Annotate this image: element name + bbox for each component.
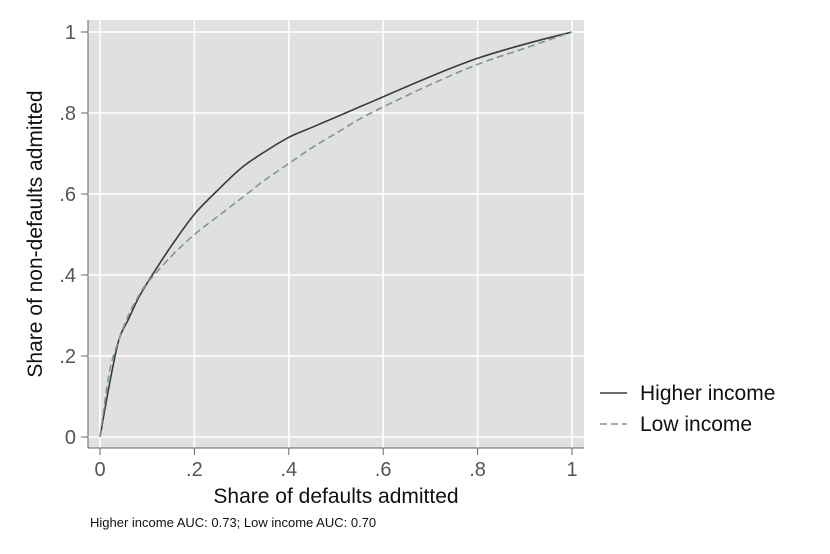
x-tick-label: .4 [280,459,297,481]
x-axis: 0 .2 .4 .6 .8 1 [88,447,584,481]
legend: Higher income Low income [600,382,775,436]
series-layer [99,31,573,438]
y-tick-label: .4 [59,265,76,287]
auc-note: Higher income AUC: 0.73; Low income AUC:… [90,515,376,530]
x-tick-label: .8 [469,459,486,481]
x-tick-label: 1 [566,459,577,481]
x-axis-title: Share of defaults admitted [213,485,458,508]
y-axis-title: Share of non-defaults admitted [24,90,47,377]
grid [88,20,584,448]
y-tick-label: .2 [59,346,76,368]
plot-background [88,20,584,448]
y-tick-label: .8 [59,103,76,125]
series-line-2 [99,31,573,438]
y-axis: 0 .2 .4 .6 .8 1 [59,20,89,449]
legend-label-2: Low income [640,413,752,436]
y-tick-label: .6 [59,184,76,206]
legend-label-1: Higher income [640,382,775,405]
x-tick-label: .2 [186,459,203,481]
x-tick-label: 0 [94,459,105,481]
series-line-1 [99,31,573,438]
x-tick-label: .6 [375,459,392,481]
y-tick-label: 1 [65,22,76,44]
y-tick-label: 0 [65,427,76,449]
